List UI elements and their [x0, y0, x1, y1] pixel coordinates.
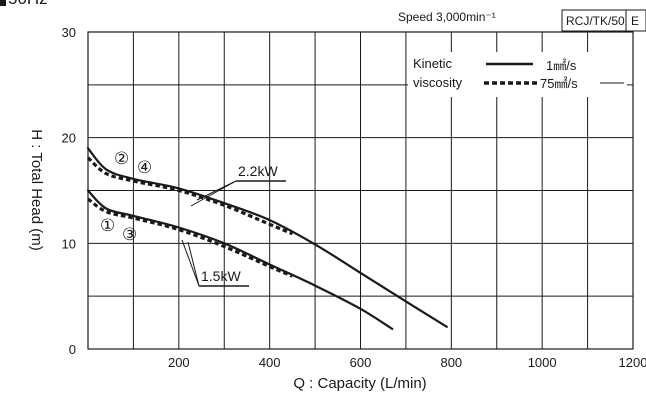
- x-tick-label: 200: [168, 355, 190, 370]
- x-axis-label: Q : Capacity (L/min): [293, 375, 426, 392]
- freq-label: 50Hz: [8, 0, 48, 8]
- annotation-1-5kw-leader-2: [187, 241, 200, 287]
- y-tick-label: 20: [62, 131, 76, 146]
- y-axis-label: H : Total Head (m): [28, 129, 45, 250]
- x-tick-labels: 200 400 600 800 1000 1200: [168, 355, 646, 370]
- curve-2-2kw-dotted: [86, 156, 294, 236]
- annotation-1-5kw: 1.5kW: [201, 268, 241, 284]
- legend-dotted-label: 75㎟/s: [540, 76, 578, 91]
- x-tick-label: 600: [350, 355, 372, 370]
- variant-box: [625, 9, 646, 32]
- curve-1-5kw-solid: [86, 189, 394, 330]
- y-tick-labels: 0 10 20 30: [62, 25, 76, 357]
- annotation-1-5kw-leader-1: [181, 239, 200, 287]
- x-tick-label: 1000: [528, 355, 557, 370]
- x-tick-label: 800: [440, 355, 462, 370]
- y-tick-label: 10: [62, 236, 76, 251]
- x-tick-label: 1200: [619, 355, 646, 370]
- y-tick-label: 0: [69, 342, 76, 357]
- curve-marker-3: ③: [122, 225, 137, 244]
- legend: Kinetic viscosity 1㎟/s 75㎟/s: [408, 52, 627, 97]
- model-label: RCJ/TK/501: [566, 14, 632, 28]
- curve-1-5kw-dotted: [87, 197, 294, 278]
- annotation-2-2kw: 2.2kW: [238, 163, 278, 179]
- freq-square-mark: [0, 0, 6, 6]
- annotations: 2.2kW 1.5kW ② ④ ① ③: [100, 149, 286, 287]
- legend-title-line2: viscosity: [413, 75, 463, 90]
- curve-marker-4: ④: [137, 158, 152, 177]
- curve-marker-2: ②: [114, 149, 129, 168]
- x-tick-label: 400: [259, 355, 281, 370]
- legend-background: [408, 52, 627, 97]
- curve-marker-1: ①: [100, 216, 115, 235]
- curve-2-2kw-solid: [86, 147, 448, 328]
- annotation-2-2kw-leader-2: [190, 180, 237, 207]
- speed-label: Speed 3,000min⁻¹: [398, 10, 496, 24]
- variant-label: E: [631, 14, 639, 28]
- y-tick-label: 30: [62, 25, 76, 40]
- curves: [86, 147, 448, 330]
- legend-title-line1: Kinetic: [413, 56, 453, 71]
- plot-frame: [87, 31, 634, 350]
- legend-solid-label: 1㎟/s: [546, 58, 577, 73]
